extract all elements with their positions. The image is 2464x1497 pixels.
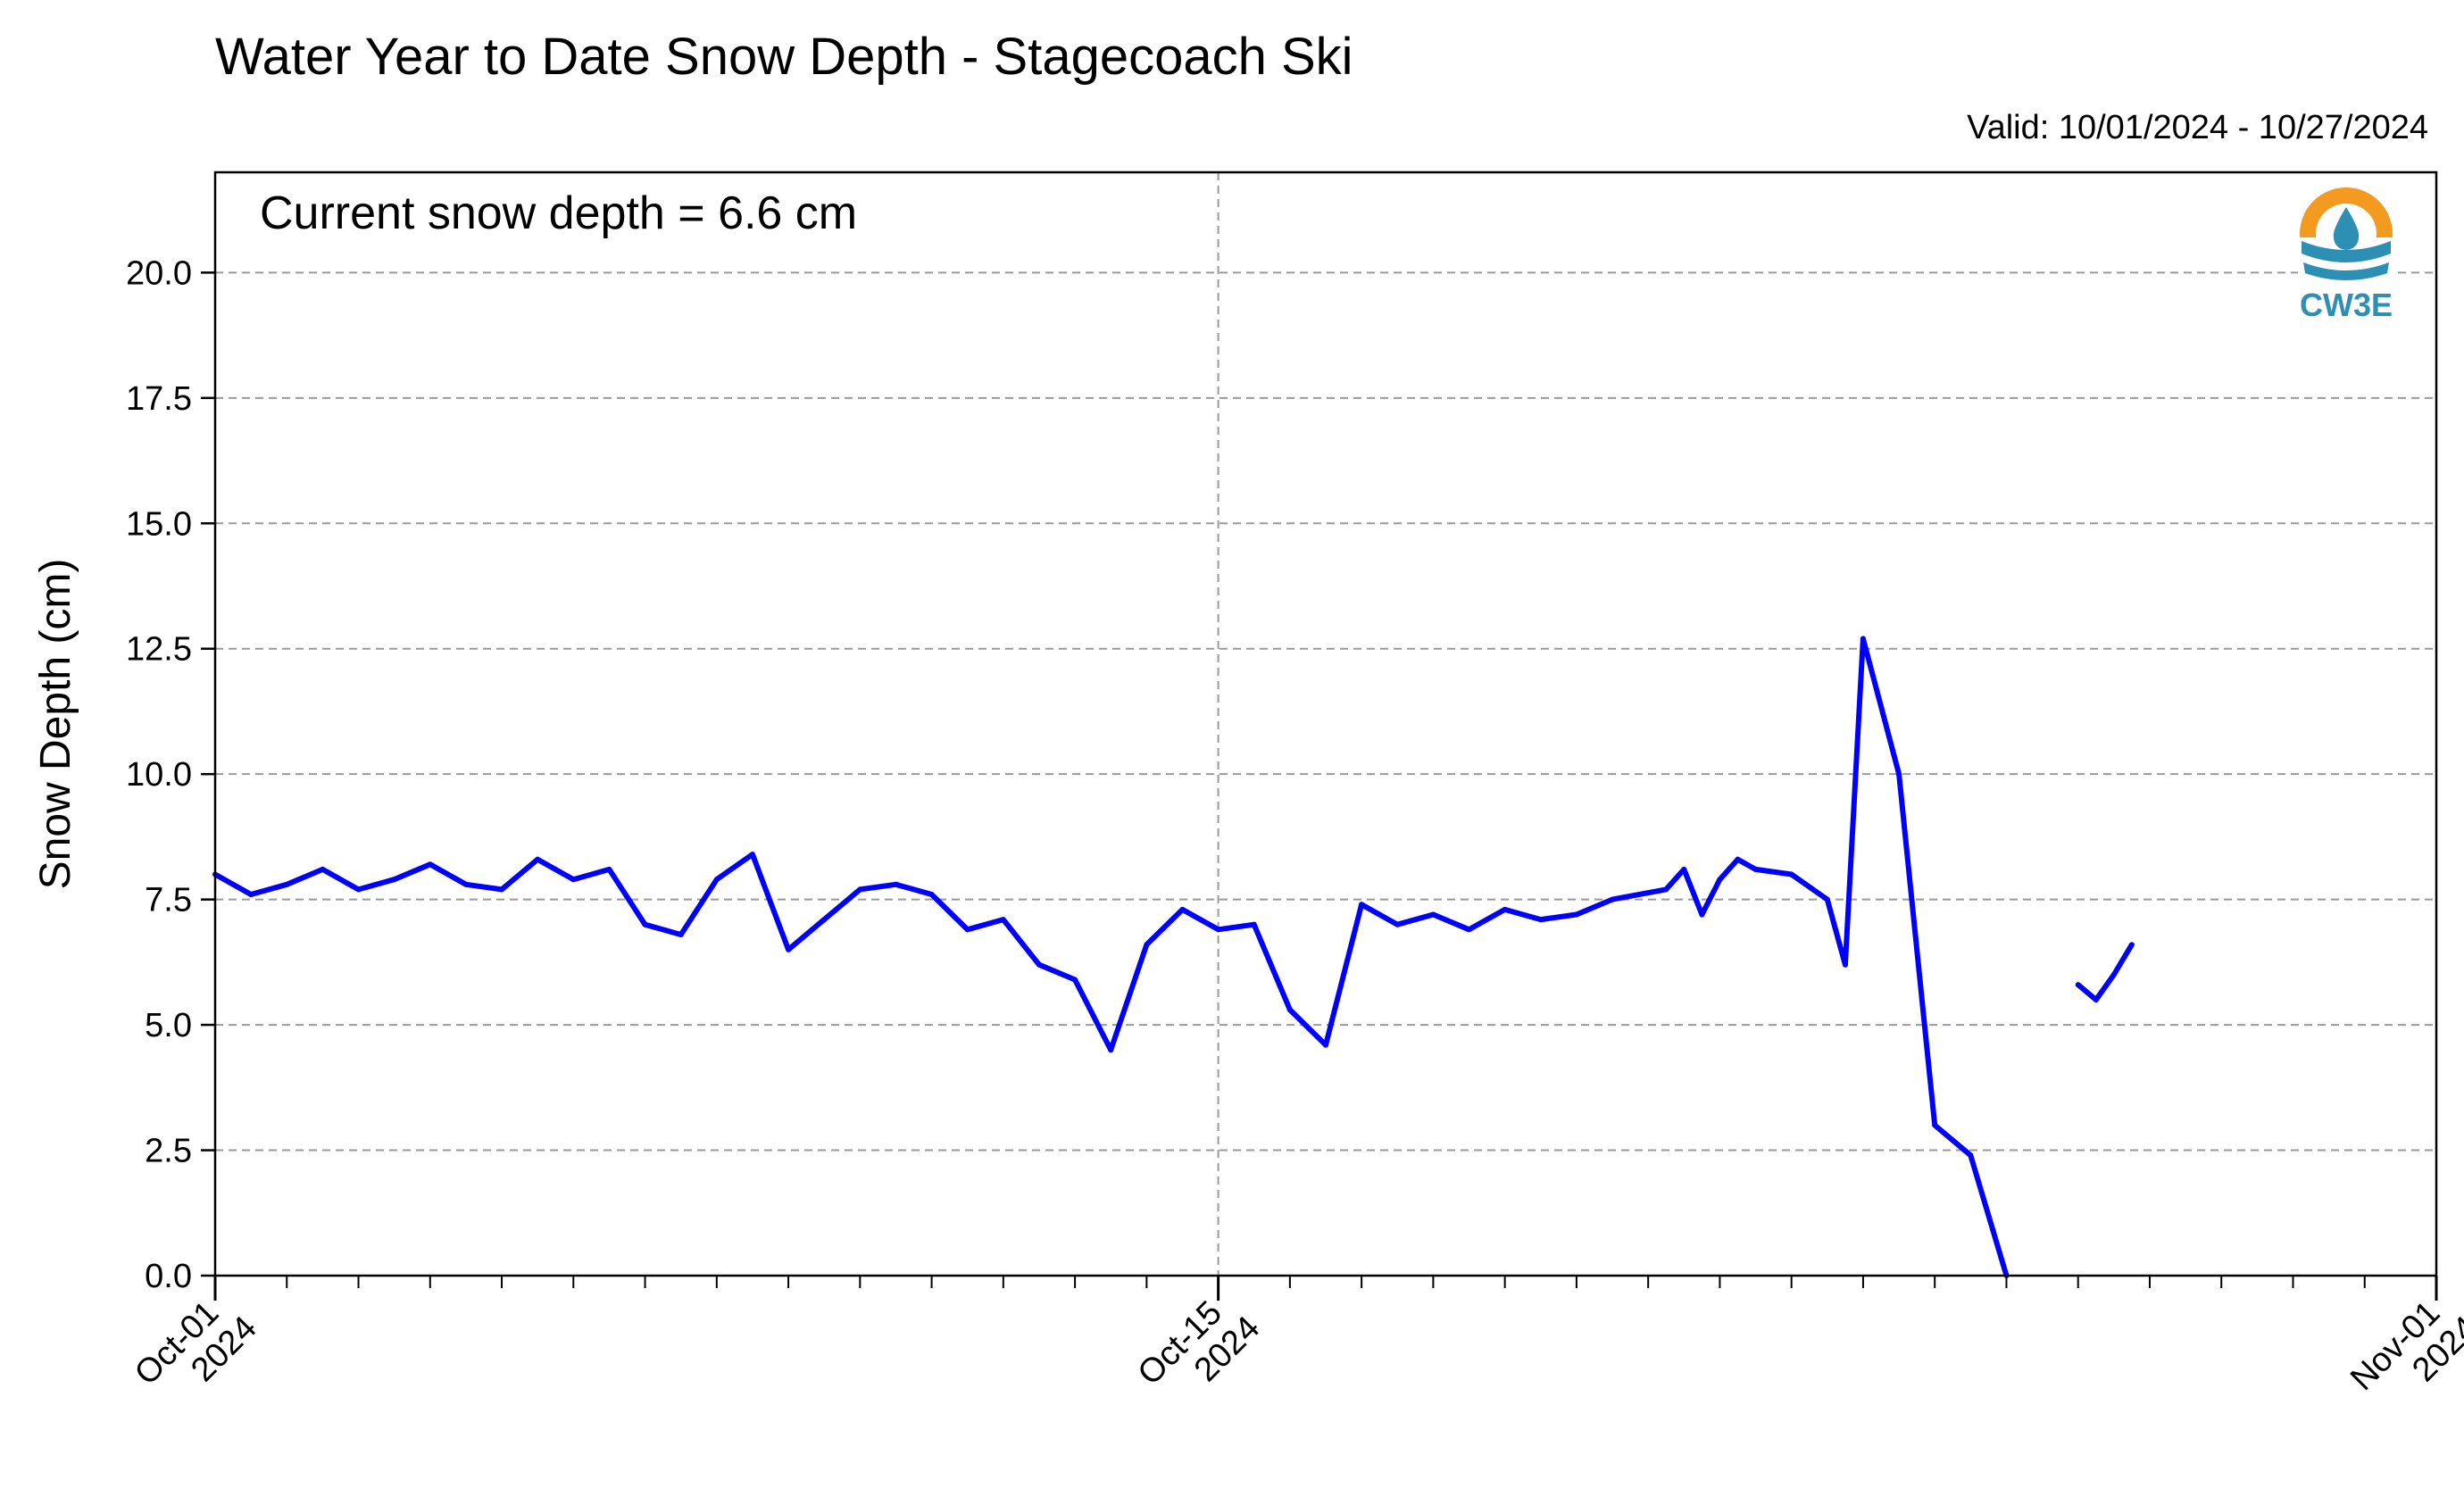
chart-subtitle: Valid: 10/01/2024 - 10/27/2024 [1967,109,2428,146]
snow-depth-point [2110,971,2117,977]
y-axis-label: Snow Depth (cm) [32,559,79,890]
snow-depth-point [1036,961,1042,968]
series-layer [212,636,2135,1278]
snow-depth-point [1430,911,1436,918]
snow-depth-point [499,886,504,893]
snow-depth-point [893,881,899,887]
snow-depth-point [1108,1047,1114,1053]
snow-depth-point [320,866,326,872]
snow-depth-point [355,886,362,893]
snow-depth-point [1394,921,1401,927]
plot-frame [213,170,2438,1277]
snow-depth-series-line [2076,943,2135,1002]
snow-depth-point [1717,877,1723,883]
snow-depth-point [2093,997,2099,1002]
snow-depth-point [749,852,755,858]
snow-depth-point [1788,871,1794,877]
logo-text: CW3E [2300,287,2393,323]
snow-depth-point [1824,896,1830,902]
snow-depth-point [1466,927,1472,933]
snow-depth-series-line [213,636,2010,1277]
logo-drop-icon [2333,207,2360,250]
snow-depth-point [284,881,290,887]
snow-depth-point [857,886,863,893]
snow-depth-point [1968,1152,1974,1159]
snow-depth-point [462,881,469,887]
snow-depth-point [1251,921,1257,927]
axis-layer: 0.0 2.5 5.0 7.5 10.0 12.5 15.0 17.5 20.0 Oct-0120… [126,254,2464,1398]
snow-depth-point [570,877,577,883]
y-tick-label: 20.0 [126,254,192,292]
snow-depth-point [427,861,433,868]
snow-depth-point [1842,961,1848,968]
snow-depth-point [248,892,254,897]
snow-depth-point [642,921,648,927]
snow-depth-point [821,917,828,923]
snow-depth-point [1179,906,1186,912]
snow-depth-point [606,866,612,872]
snow-depth-point [1502,906,1508,912]
snow-depth-point [2128,942,2135,948]
snow-depth-point [1610,896,1615,902]
snow-depth-point [786,946,792,952]
snow-depth-point [1681,866,1687,872]
snow-depth-point [1286,1007,1293,1013]
snow-depth-point [391,877,397,883]
chart-title: Water Year to Date Snow Depth - Stagecoa… [215,28,1353,86]
y-tick-label: 5.0 [145,1007,192,1044]
snow-depth-point [535,856,541,862]
snow-depth-point [678,932,684,937]
snow-depth-point [1752,866,1759,872]
grid-layer [215,172,2436,1276]
current-depth-annotation: Current snow depth = 6.6 cm [260,187,857,239]
snow-depth-point [1072,977,1078,983]
y-tick-label: 7.5 [145,882,192,919]
y-tick-label: 12.5 [126,631,192,669]
snow-depth-point [1144,942,1150,948]
y-tick-label: 15.0 [126,505,192,543]
y-tick-label: 17.5 [126,380,192,418]
snow-depth-point [713,877,720,883]
snow-depth-point [964,927,970,933]
snow-depth-point [1860,636,1866,642]
snow-depth-point [1896,771,1902,778]
snow-depth-point [1932,1122,1938,1128]
snow-depth-point [1663,886,1669,893]
snow-depth-point [1699,911,1705,918]
snow-depth-point [2075,982,2081,988]
logo-wave-icon [2302,241,2391,262]
cw3e-logo: CW3E [2298,187,2394,323]
snow-depth-point [928,892,935,897]
snow-depth-point [1215,927,1221,933]
y-tick-label: 0.0 [145,1258,192,1295]
snow-depth-point [1537,917,1544,923]
snow-depth-point [1573,911,1579,918]
y-tick-label: 2.5 [145,1133,192,1170]
snow-depth-point [1323,1042,1328,1048]
snow-depth-point [1359,902,1365,908]
snow-depth-point [1000,917,1006,923]
y-tick-label: 10.0 [126,756,192,794]
snow-depth-point [1735,856,1741,862]
